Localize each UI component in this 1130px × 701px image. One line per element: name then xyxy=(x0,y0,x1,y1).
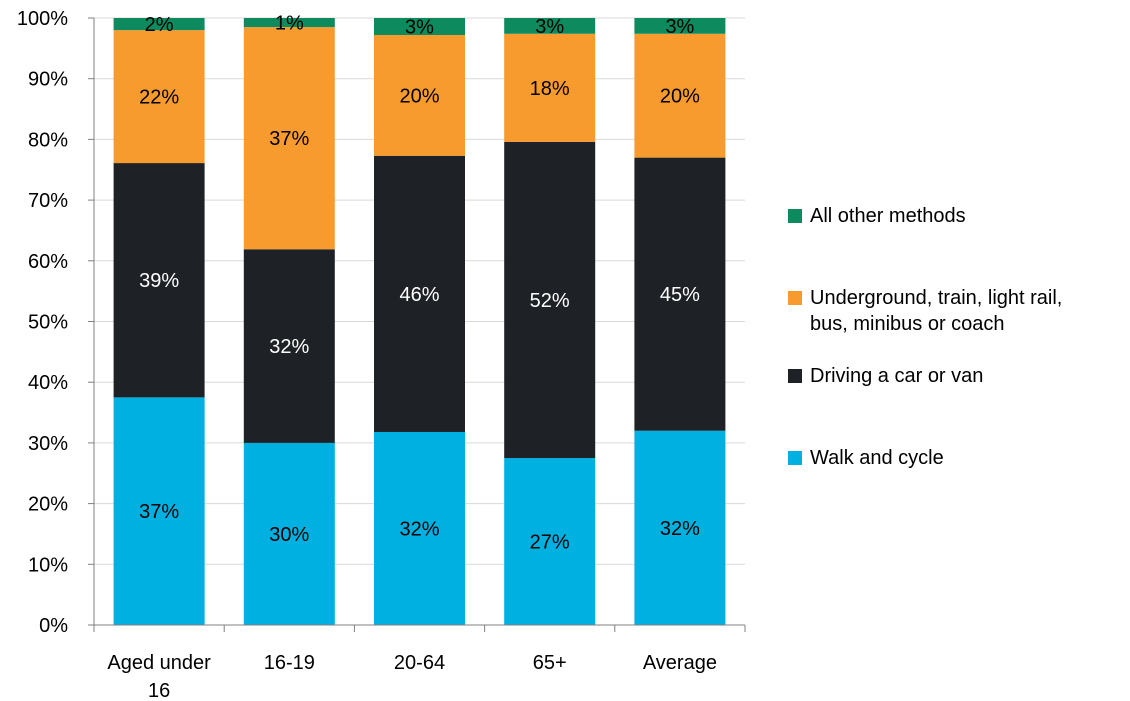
bar-segment xyxy=(113,163,205,398)
bar-segment xyxy=(243,249,335,443)
y-tick-label: 60% xyxy=(28,251,68,273)
data-label: 45% xyxy=(660,284,700,306)
data-label: 20% xyxy=(660,86,700,108)
legend-item: Underground, train, light rail, bus, mini… xyxy=(788,285,1062,337)
data-label: 22% xyxy=(139,87,179,109)
y-tick-label: 50% xyxy=(28,312,68,334)
data-label: 39% xyxy=(139,270,179,292)
bar-segment xyxy=(504,33,596,142)
x-tick-label: 16-19 xyxy=(264,652,315,674)
bars xyxy=(113,18,726,625)
bar-segment xyxy=(374,155,465,432)
legend-swatch xyxy=(788,209,802,223)
data-label: 32% xyxy=(660,518,700,540)
x-tick-labels: Aged under 16 16-19 20-64 65+ Average xyxy=(107,652,717,701)
data-label: 37% xyxy=(269,128,309,150)
data-label: 32% xyxy=(269,336,309,358)
legend-swatch xyxy=(788,451,802,465)
bar-segment xyxy=(113,18,205,31)
y-tick-labels: 0% 10% 20% 30% 40% 50% 60% 70% 80% 90% 100% xyxy=(17,8,68,637)
y-tick-label: 70% xyxy=(28,190,68,212)
data-label: 3% xyxy=(665,16,694,38)
data-label: 3% xyxy=(535,16,564,38)
legend-swatch xyxy=(788,291,802,305)
legend-label: Underground, train, light rail, bus, mini… xyxy=(810,287,1063,335)
bar-segment xyxy=(634,18,726,34)
legend-item: Walk and cycle xyxy=(788,445,944,471)
data-label: 18% xyxy=(530,78,570,100)
bar-segment xyxy=(374,18,465,35)
data-label: 20% xyxy=(399,85,439,107)
y-tick-label: 0% xyxy=(39,615,68,637)
bar-segment xyxy=(243,442,335,625)
y-tick-label: 20% xyxy=(28,494,68,516)
bar-segment xyxy=(634,157,726,431)
y-tick-label: 30% xyxy=(28,433,68,455)
bar-segment xyxy=(504,141,596,459)
bar-segment xyxy=(243,18,335,28)
legend-item: All other methods xyxy=(788,203,966,229)
data-label: 52% xyxy=(530,290,570,312)
data-label: 30% xyxy=(269,524,309,546)
x-tick-label: Aged under 16 xyxy=(107,652,211,701)
x-tick-label: Average xyxy=(643,652,717,674)
y-tick-label: 80% xyxy=(28,129,68,151)
bar-segment xyxy=(634,430,726,625)
data-label: 3% xyxy=(405,16,434,38)
x-tick-label: 65+ xyxy=(533,652,567,674)
legend-label: All other methods xyxy=(810,205,966,227)
bar-segment xyxy=(243,27,335,250)
data-label: 1% xyxy=(275,13,304,35)
y-tick-label: 100% xyxy=(17,8,68,30)
data-label: 46% xyxy=(399,284,439,306)
bar-segment xyxy=(374,431,465,625)
bar-segment xyxy=(504,18,596,34)
bar-segment xyxy=(374,34,465,156)
bar-segment xyxy=(504,458,596,625)
y-tick-label: 40% xyxy=(28,372,68,394)
data-label: 27% xyxy=(530,532,570,554)
bar-segment xyxy=(113,30,205,164)
y-tick-label: 10% xyxy=(28,554,68,576)
data-label: 32% xyxy=(399,518,439,540)
y-tick-label: 90% xyxy=(28,69,68,91)
legend-label: Walk and cycle xyxy=(810,447,944,469)
axes xyxy=(88,17,746,632)
legend-label: Driving a car or van xyxy=(810,365,984,387)
bar-segment xyxy=(113,397,205,625)
legend-swatch xyxy=(788,369,802,383)
x-tick-label: 20-64 xyxy=(394,652,445,674)
legend-item: Driving a car or van xyxy=(788,363,983,389)
bar-segment xyxy=(634,33,726,158)
data-label: 37% xyxy=(139,501,179,523)
segment-labels: 37% 39% 22% 2% 30% 32% 37% 1% 32% 46% 20% 3% 27% 52% 1… xyxy=(139,13,700,554)
data-label: 2% xyxy=(145,14,174,36)
